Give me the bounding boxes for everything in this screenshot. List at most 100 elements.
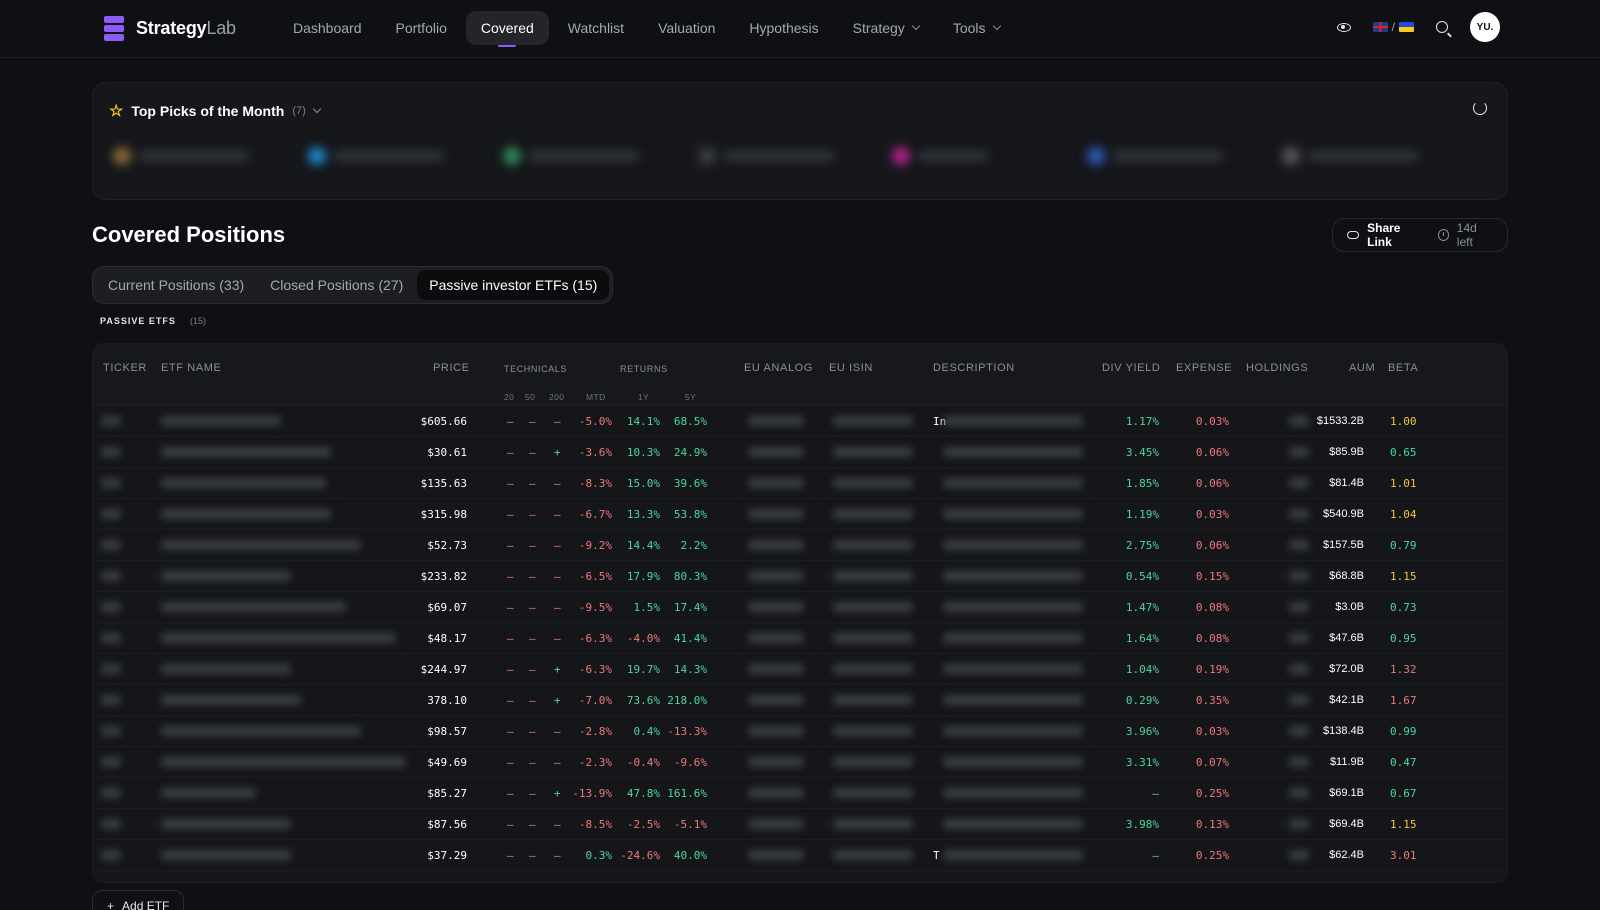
ticker-cell[interactable] (101, 447, 121, 457)
ticker-cell[interactable] (101, 850, 121, 860)
search-icon[interactable] (1436, 21, 1448, 33)
ticker-cell[interactable] (101, 664, 121, 674)
table-row[interactable]: $69.07 – – – -9.5% 1.5% 17.4% 1.47% 0.08% $3.0B 0.… (93, 592, 1507, 623)
holdings-cell[interactable] (1289, 509, 1309, 519)
ticker-cell[interactable] (101, 695, 121, 705)
ticker-cell[interactable] (101, 416, 121, 426)
pick-item[interactable] (307, 139, 473, 173)
table-row[interactable]: $244.97 – – + -6.3% 19.7% 14.3% 1.04% 0.19% $72.0… (93, 654, 1507, 685)
etf-name-cell[interactable] (161, 540, 361, 550)
eu-isin-cell[interactable] (833, 726, 913, 736)
table-row[interactable]: $135.63 – – – -8.3% 15.0% 39.6% 1.85% 0.06% $81.4… (93, 468, 1507, 499)
table-row[interactable]: $85.27 – – + -13.9% 47.8% 161.6% – 0.25% $69.1B 0.… (93, 778, 1507, 809)
holdings-cell[interactable] (1289, 633, 1309, 643)
ticker-cell[interactable] (101, 509, 121, 519)
etf-name-cell[interactable] (161, 509, 331, 519)
eu-analog-cell[interactable] (748, 850, 804, 860)
nav-valuation[interactable]: Valuation (658, 20, 716, 36)
eu-isin-cell[interactable] (833, 695, 913, 705)
tab-closed-positions[interactable]: Closed Positions (27) (270, 277, 404, 293)
holdings-cell[interactable] (1289, 478, 1309, 488)
ticker-cell[interactable] (101, 571, 121, 581)
holdings-cell[interactable] (1289, 540, 1309, 550)
eu-isin-cell[interactable] (833, 540, 913, 550)
eu-isin-cell[interactable] (833, 819, 913, 829)
top-picks-header[interactable]: ☆ Top Picks of the Month (7) (109, 101, 322, 121)
holdings-cell[interactable] (1289, 788, 1309, 798)
share-link-button[interactable]: Share Link 14d left (1332, 218, 1508, 252)
pick-item[interactable] (1087, 139, 1252, 173)
ticker-cell[interactable] (101, 478, 121, 488)
etf-name-cell[interactable] (161, 819, 291, 829)
table-row[interactable]: 378.10 – – + -7.0% 73.6% 218.0% 0.29% 0.35% $42.1… (93, 685, 1507, 716)
col-expense[interactable]: EXPENSE (1176, 362, 1233, 374)
ticker-cell[interactable] (101, 726, 121, 736)
eu-analog-cell[interactable] (748, 695, 804, 705)
col-eu-isin[interactable]: EU ISIN (829, 362, 873, 374)
tab-passive-etfs[interactable]: Passive investor ETFs (15) (417, 270, 610, 300)
pick-item[interactable] (502, 139, 668, 173)
eu-isin-cell[interactable] (833, 633, 913, 643)
holdings-cell[interactable] (1289, 447, 1309, 457)
eu-analog-cell[interactable] (748, 633, 804, 643)
eu-isin-cell[interactable] (833, 478, 913, 488)
etf-name-cell[interactable] (161, 695, 301, 705)
eu-analog-cell[interactable] (748, 447, 804, 457)
holdings-cell[interactable] (1289, 664, 1309, 674)
holdings-cell[interactable] (1289, 819, 1309, 829)
ticker-cell[interactable] (101, 788, 121, 798)
eu-isin-cell[interactable] (833, 788, 913, 798)
eu-analog-cell[interactable] (748, 540, 804, 550)
tab-current-positions[interactable]: Current Positions (33) (108, 277, 245, 293)
col-div-yield[interactable]: DIV YIELD (1102, 362, 1161, 374)
eu-analog-cell[interactable] (748, 726, 804, 736)
brand-logo[interactable]: StrategyLab (104, 16, 236, 41)
eye-icon[interactable] (1336, 22, 1351, 32)
nav-covered[interactable]: Covered (465, 11, 549, 47)
nav-hypothesis[interactable]: Hypothesis (749, 20, 819, 36)
etf-name-cell[interactable] (161, 447, 331, 457)
eu-analog-cell[interactable] (748, 819, 804, 829)
eu-isin-cell[interactable] (833, 447, 913, 457)
eu-isin-cell[interactable] (833, 509, 913, 519)
holdings-cell[interactable] (1289, 571, 1309, 581)
etf-name-cell[interactable] (161, 602, 346, 612)
nav-strategy[interactable]: Strategy (838, 11, 934, 45)
eu-isin-cell[interactable] (833, 664, 913, 674)
refresh-icon[interactable] (1473, 101, 1487, 115)
col-beta[interactable]: BETA (1388, 362, 1419, 374)
eu-isin-cell[interactable] (833, 416, 913, 426)
pick-item[interactable] (113, 139, 278, 173)
holdings-cell[interactable] (1289, 757, 1309, 767)
eu-isin-cell[interactable] (833, 571, 913, 581)
etf-name-cell[interactable] (161, 478, 326, 488)
holdings-cell[interactable] (1289, 416, 1309, 426)
eu-isin-cell[interactable] (833, 850, 913, 860)
ticker-cell[interactable] (101, 633, 121, 643)
etf-name-cell[interactable] (161, 416, 281, 426)
eu-analog-cell[interactable] (748, 509, 804, 519)
ticker-cell[interactable] (101, 540, 121, 550)
etf-name-cell[interactable] (161, 757, 406, 767)
nav-tools[interactable]: Tools (938, 11, 1015, 45)
col-etf-name[interactable]: ETF NAME (161, 362, 222, 374)
col-eu-analog[interactable]: EU ANALOG (744, 362, 813, 374)
holdings-cell[interactable] (1289, 602, 1309, 612)
eu-analog-cell[interactable] (748, 478, 804, 488)
eu-analog-cell[interactable] (748, 602, 804, 612)
etf-name-cell[interactable] (161, 664, 291, 674)
pick-item[interactable] (1282, 139, 1447, 173)
ticker-cell[interactable] (101, 602, 121, 612)
eu-analog-cell[interactable] (748, 664, 804, 674)
ticker-cell[interactable] (101, 757, 121, 767)
etf-name-cell[interactable] (161, 633, 396, 643)
etf-name-cell[interactable] (161, 571, 291, 581)
holdings-cell[interactable] (1289, 726, 1309, 736)
col-price[interactable]: PRICE (433, 362, 470, 374)
table-row[interactable]: $98.57 – – – -2.8% 0.4% -13.3% 3.96% 0.03% $138.4… (93, 716, 1507, 747)
eu-analog-cell[interactable] (748, 571, 804, 581)
eu-isin-cell[interactable] (833, 602, 913, 612)
eu-analog-cell[interactable] (748, 788, 804, 798)
col-ticker[interactable]: TICKER (103, 362, 147, 374)
col-holdings[interactable]: HOLDINGS (1246, 362, 1309, 374)
